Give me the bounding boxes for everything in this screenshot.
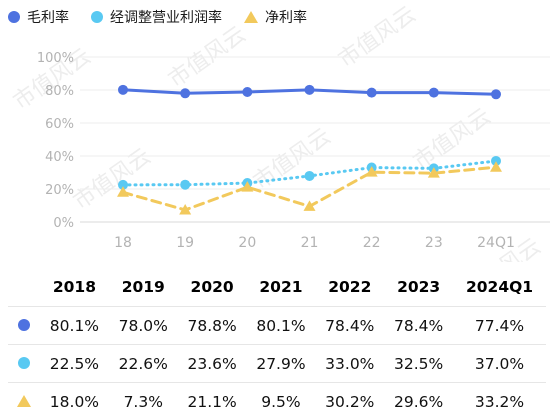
table-row-gross-margin: 80.1% 78.0% 78.8% 80.1% 78.4% 78.4% 77.4… <box>8 307 546 345</box>
table-cell: 18.0% <box>40 383 109 420</box>
table-cell: 27.9% <box>247 345 316 383</box>
table-cell: 78.8% <box>178 307 247 345</box>
table-header-row: 2018 2019 2020 2021 2022 2023 2024Q1 <box>8 267 546 307</box>
table-cell: 23.6% <box>178 345 247 383</box>
table-cell: 78.4% <box>315 307 384 345</box>
table-header-2020: 2020 <box>178 267 247 307</box>
data-point-0 <box>118 85 128 95</box>
data-point-1 <box>305 171 315 181</box>
table-header-2019: 2019 <box>109 267 178 307</box>
data-point-0 <box>242 87 252 97</box>
table-cell: 29.6% <box>384 383 453 420</box>
data-point-0 <box>180 88 190 98</box>
table-header-2023: 2023 <box>384 267 453 307</box>
x-tick-label: 22 <box>363 235 381 251</box>
table-cell: 30.2% <box>315 383 384 420</box>
table-cell: 77.4% <box>453 307 546 345</box>
table-cell: 7.3% <box>109 383 178 420</box>
y-tick-label: 20% <box>45 183 74 198</box>
table-cell: 32.5% <box>384 345 453 383</box>
circle-marker-icon <box>18 319 30 331</box>
x-tick-label: 18 <box>114 235 132 251</box>
data-table: 2018 2019 2020 2021 2022 2023 2024Q1 80.… <box>8 267 546 420</box>
x-tick-label: 19 <box>176 235 194 251</box>
table-header-2018: 2018 <box>40 267 109 307</box>
data-point-0 <box>491 89 501 99</box>
table-cell: 22.6% <box>109 345 178 383</box>
y-tick-label: 0% <box>53 216 74 231</box>
triangle-marker-icon <box>17 395 31 407</box>
watermark-text: 市值风云 <box>69 144 155 215</box>
data-point-0 <box>429 88 439 98</box>
data-point-0 <box>305 85 315 95</box>
y-tick-label: 100% <box>37 51 74 66</box>
watermark-text: 市值风云 <box>409 104 495 175</box>
x-tick-label: 20 <box>238 235 256 251</box>
x-tick-label: 24Q1 <box>477 235 515 251</box>
table-row-marker <box>8 345 40 383</box>
table-cell: 21.1% <box>178 383 247 420</box>
table-cell: 78.0% <box>109 307 178 345</box>
table-cell: 37.0% <box>453 345 546 383</box>
table-header-2021: 2021 <box>247 267 316 307</box>
circle-marker-icon <box>18 357 30 369</box>
data-point-0 <box>367 88 377 98</box>
y-tick-label: 80% <box>45 84 74 99</box>
table-cell: 80.1% <box>40 307 109 345</box>
table-cell: 78.4% <box>384 307 453 345</box>
table-cell: 33.0% <box>315 345 384 383</box>
table-cell: 9.5% <box>247 383 316 420</box>
table-header-marker-col <box>8 267 40 307</box>
table-cell: 80.1% <box>247 307 316 345</box>
watermark-text: 市值风云 <box>334 2 420 73</box>
table-cell: 22.5% <box>40 345 109 383</box>
table-header-2022: 2022 <box>315 267 384 307</box>
table-row-net-margin: 18.0% 7.3% 21.1% 9.5% 30.2% 29.6% 33.2% <box>8 383 546 420</box>
watermark-text: 市值风云 <box>249 124 335 195</box>
x-tick-label: 21 <box>301 235 319 251</box>
table-cell: 33.2% <box>453 383 546 420</box>
table-header-2024q1: 2024Q1 <box>453 267 546 307</box>
y-tick-label: 40% <box>45 150 74 165</box>
x-tick-label: 23 <box>425 235 443 251</box>
line-chart: 市值风云市值风云市值风云市值风云市值风云市值风云市值风云市值风云市值风云0%20… <box>0 0 550 262</box>
table-row-adjusted-operating-margin: 22.5% 22.6% 23.6% 27.9% 33.0% 32.5% 37.0… <box>8 345 546 383</box>
table-row-marker <box>8 307 40 345</box>
y-tick-label: 60% <box>45 117 74 132</box>
data-point-1 <box>180 180 190 190</box>
table-row-marker <box>8 383 40 420</box>
